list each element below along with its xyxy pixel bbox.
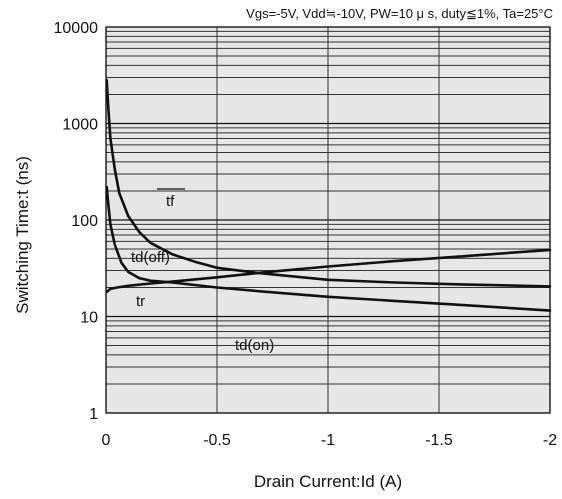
- series-line-tr: [105, 248, 552, 294]
- y-tick-label: 1000: [62, 117, 98, 134]
- x-axis-label: Drain Current:Id (A): [254, 472, 402, 491]
- tr-label: tr: [136, 293, 145, 310]
- x-tick-label: -1: [321, 432, 335, 449]
- series-line-tf: [105, 79, 552, 288]
- grid: [106, 27, 550, 413]
- series-lines: [105, 79, 552, 312]
- td-off-label: td(off): [131, 249, 170, 266]
- x-tick-label: -2: [543, 432, 557, 449]
- x-tick-labels: 0 -0.5 -1 -1.5 -2: [102, 432, 558, 449]
- tf-label: tf: [166, 193, 175, 210]
- y-tick-label: 10000: [54, 20, 99, 37]
- y-tick-labels: 1 10 100 1000 10000: [54, 20, 99, 423]
- x-tick-label: -0.5: [203, 432, 231, 449]
- y-tick-label: 100: [71, 213, 98, 230]
- y-tick-label: 1: [89, 406, 98, 423]
- y-tick-label: 10: [80, 310, 98, 327]
- x-tick-label: 0: [102, 432, 111, 449]
- series-line-td-off: [105, 185, 552, 312]
- x-tick-label: -1.5: [425, 432, 453, 449]
- y-axis-label: Switching Time:t (ns): [13, 156, 32, 314]
- td-on-label: td(on): [235, 337, 274, 354]
- conditions-label: Vgs=-5V, Vdd≒-10V, PW=10 μ s, duty≦1%, T…: [246, 6, 553, 21]
- plot-frame: [105, 26, 551, 414]
